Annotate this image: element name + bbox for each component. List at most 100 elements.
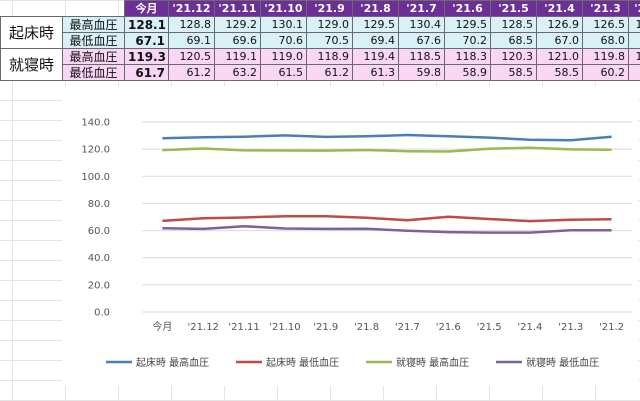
wake-low-row: 最低血圧 67.1 69.1 69.6 70.6 70.5 69.4 67.6 70.2 68.… [1,32,640,49]
table-cell: 69.4 [352,32,399,49]
x-tick-label: '21.2 [599,322,624,333]
series-line [162,214,612,223]
table-cell: 118.3 [444,48,491,65]
y-tick-label: 100.0 [81,172,110,183]
sleep-low-row: 最低血圧 61.7 61.2 63.2 61.5 61.2 61.3 59.8 58.9 58.… [1,64,640,81]
table-cell: 60.2 [628,64,640,81]
group-label-wake: 起床時 [0,16,63,49]
column-header: '21.2 [628,0,640,17]
table-cell: 61.5 [260,64,307,81]
row-label: 最高血圧 [62,48,125,65]
x-tick-label: '21.10 [269,322,300,333]
table-cell: 70.2 [444,32,491,49]
x-tick-label: '21.12 [188,322,219,333]
column-header: '21.6 [444,0,491,17]
table-cell: 129.0 [306,16,353,33]
table-cell: 59.8 [398,64,445,81]
y-tick-label: 0.0 [94,308,110,319]
column-header: '21.11 [214,0,261,17]
table-cell: 68.5 [490,32,537,49]
table-cell: 67.1 [124,32,169,49]
y-tick-label: 80.0 [88,199,110,210]
table-cell: 67.6 [398,32,445,49]
series-line [162,146,612,153]
column-header: 今月 [124,0,169,17]
table-cell: 128.1 [124,16,169,33]
x-tick-label: 今月 [152,320,172,333]
table-cell: 61.3 [352,64,399,81]
table-cell: 130.4 [398,16,445,33]
column-header: '21.4 [536,0,583,17]
series-line [162,133,612,142]
table-cell: 120.5 [168,48,215,65]
y-tick-label: 40.0 [88,253,110,264]
table-cell: 58.9 [444,64,491,81]
y-tick-label: 140.0 [81,118,110,129]
table-cell: 128.5 [490,16,537,33]
table-cell: 68.4 [628,32,640,49]
table-header-row: 今月 '21.12'21.11'21.10'21.9'21.8'21.7'21.6… [1,0,640,17]
table-cell: 69.1 [168,32,215,49]
table-cell: 128.8 [168,16,215,33]
table-cell: 70.5 [306,32,353,49]
x-tick-label: '21.9 [313,322,338,333]
legend-label: 起床時 最高血圧 [136,356,209,369]
x-tick-label: '21.4 [517,322,542,333]
x-tick-label: '21.7 [395,322,420,333]
y-tick-label: 20.0 [88,280,110,291]
table-cell: 126.5 [582,16,629,33]
column-header: '21.8 [352,0,399,17]
x-tick-label: '21.8 [354,322,379,333]
legend-label: 就寝時 最高血圧 [396,356,469,369]
row-label: 最低血圧 [62,32,125,49]
group-label-sleep: 就寝時 [0,48,63,81]
series-line [162,224,612,234]
column-header: '21.3 [582,0,629,17]
row-label: 最低血圧 [62,64,125,81]
y-tick-label: 60.0 [88,226,110,237]
table-cell: 129.5 [352,16,399,33]
x-tick-label: '21.3 [558,322,583,333]
table-cell: 60.2 [582,64,629,81]
x-tick-label: '21.11 [228,322,259,333]
line-chart[interactable]: 0.0 20.0 40.0 60.0 80.0 100.0 120.0 140.0 今月 '21.… [62,86,638,386]
blood-pressure-table: 今月 '21.12'21.11'21.10'21.9'21.8'21.7'21.6… [0,0,640,81]
legend-label: 就寝時 最低血圧 [526,356,599,369]
table-cell: 58.5 [490,64,537,81]
table-cell: 119.6 [628,48,640,65]
column-header: '21.12 [168,0,215,17]
table-cell: 129.5 [444,16,491,33]
table-cell: 70.6 [260,32,307,49]
table-cell: 119.8 [582,48,629,65]
wake-high-row: 起床時 最高血圧 128.1 128.8 129.2 130.1 129.0 129.5 1… [0,16,640,49]
column-header: '21.9 [306,0,353,17]
table-cell: 61.2 [306,64,353,81]
y-tick-label: 120.0 [81,145,110,156]
table-cell: 69.6 [214,32,261,49]
column-header: '21.10 [260,0,307,17]
table-cell: 119.1 [214,48,261,65]
table-cell: 120.3 [490,48,537,65]
legend-label: 起床時 最低血圧 [266,356,339,369]
table-cell: 129.1 [628,16,640,33]
table-cell: 129.2 [214,16,261,33]
table-cell: 119.3 [124,48,169,65]
table-cell: 68.0 [582,32,629,49]
chart-svg: 0.0 20.0 40.0 60.0 80.0 100.0 120.0 140.0 今月 '21.… [81,118,632,369]
row-label: 最高血圧 [62,16,125,33]
table-cell: 130.1 [260,16,307,33]
table-cell: 118.5 [398,48,445,65]
table-cell: 118.9 [306,48,353,65]
x-tick-label: '21.6 [436,322,461,333]
sleep-high-row: 就寝時 最高血圧 119.3 120.5 119.1 119.0 118.9 119.4 1… [0,48,640,81]
table-cell: 67.0 [536,32,583,49]
column-header: '21.7 [398,0,445,17]
x-tick-label: '21.5 [477,322,502,333]
table-cell: 61.7 [124,64,169,81]
table-cell: 119.0 [260,48,307,65]
column-header: '21.5 [490,0,537,17]
table-cell: 61.2 [168,64,215,81]
table-cell: 119.4 [352,48,399,65]
table-cell: 58.5 [536,64,583,81]
table-cell: 121.0 [536,48,583,65]
